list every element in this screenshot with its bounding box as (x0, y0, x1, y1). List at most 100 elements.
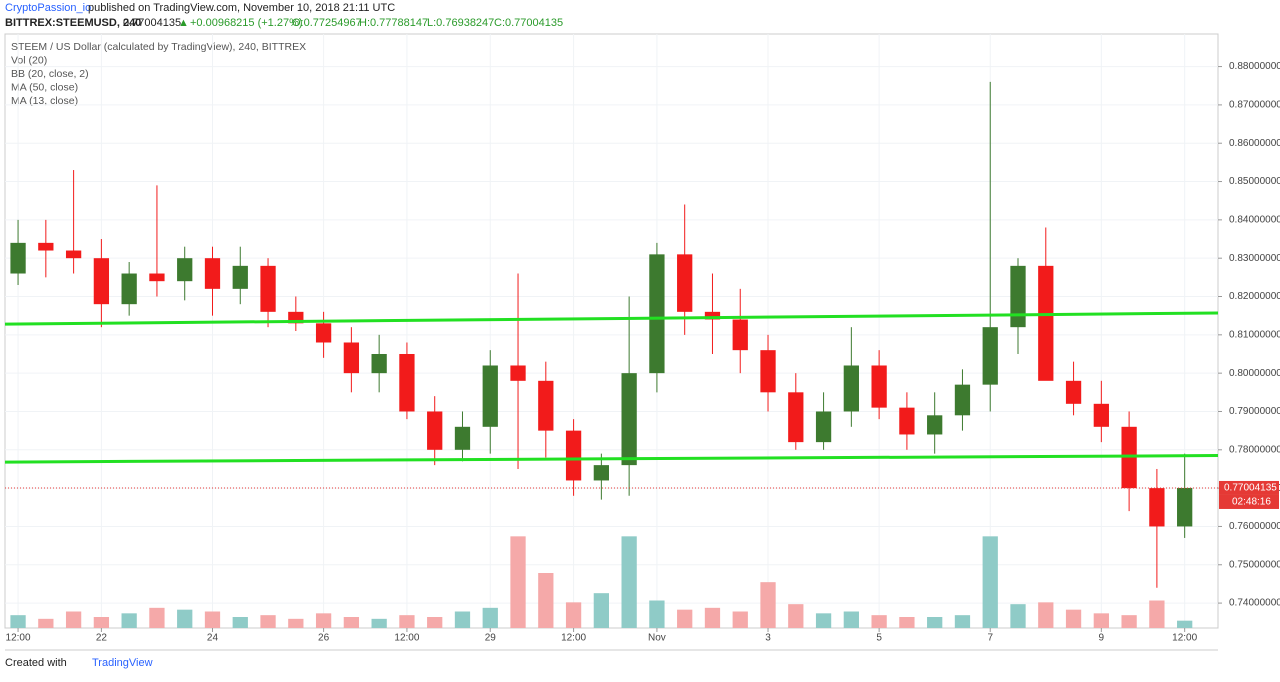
candle-body (482, 365, 498, 427)
volume-bar (315, 613, 332, 628)
x-tick-label: 5 (876, 633, 882, 644)
volume-bar (621, 536, 637, 628)
y-tick-label: 0.75000000 (1229, 559, 1280, 570)
candle-body (788, 392, 804, 443)
x-tick-label: 12:00 (1172, 633, 1197, 644)
volume-bar (565, 602, 582, 628)
volume-bar (260, 615, 276, 628)
volume-bar (843, 611, 859, 628)
volume-bar (232, 617, 248, 628)
candle-body (1149, 488, 1165, 527)
y-tick-label: 0.87000000 (1229, 100, 1280, 111)
x-tick-label: Nov (648, 633, 666, 644)
y-tick-label: 0.76000000 (1229, 521, 1280, 532)
close: C:0.77004135 (494, 17, 563, 29)
x-tick-label: 24 (207, 633, 219, 644)
y-tick-label: 0.78000000 (1229, 444, 1280, 455)
volume-bar (1093, 613, 1109, 628)
candle-body (38, 242, 54, 251)
candle-body (593, 465, 610, 481)
candle-body (649, 254, 665, 374)
volume-bar (427, 617, 443, 628)
volume-bar (927, 617, 943, 628)
candle-body (93, 258, 110, 305)
volume-bar (899, 617, 915, 628)
change: +0.00968215 (+1.27%) (190, 17, 303, 29)
volume-bar (1149, 600, 1165, 628)
volume-bar (149, 607, 165, 628)
candle-body (927, 415, 943, 435)
volume-bar (760, 582, 776, 628)
x-tick-label: 12:00 (561, 633, 586, 644)
trend-line (4, 454, 1219, 464)
symbol: BITTREX:STEEMUSD, 240 (5, 17, 141, 29)
candle-body (510, 365, 526, 381)
x-tick-label: 9 (1099, 633, 1105, 644)
y-tick-label: 0.86000000 (1229, 138, 1280, 149)
volume-bar (371, 618, 387, 628)
volume-bar (1177, 620, 1193, 628)
x-tick-label: 12:00 (6, 633, 31, 644)
volume-bar (93, 617, 110, 628)
y-tick-label: 0.79000000 (1229, 406, 1280, 417)
volume-bar (649, 600, 665, 628)
countdown-box (1219, 494, 1279, 509)
volume-bar (399, 615, 415, 628)
volume-bar (288, 618, 304, 628)
candle-body (982, 327, 998, 385)
footer-brand[interactable]: TradingView (92, 657, 153, 669)
volume-bar (954, 615, 971, 628)
candle-body (621, 373, 637, 466)
candle-body (204, 258, 221, 289)
y-tick-label: 0.84000000 (1229, 215, 1280, 226)
volume-bar (1121, 615, 1137, 628)
arrow: ▲ (178, 17, 189, 29)
y-tick-label: 0.81000000 (1229, 329, 1280, 340)
legend-entry: Vol (20) (11, 54, 47, 66)
legend-entry: MA (50, close) (11, 81, 78, 93)
volume-bar (593, 593, 610, 628)
candle-body (343, 342, 360, 374)
y-tick-label: 0.83000000 (1229, 253, 1280, 264)
candle-body (1093, 403, 1109, 427)
volume-bar (343, 617, 360, 628)
volume-bar (1065, 609, 1082, 628)
volume-bar (704, 607, 721, 628)
candle-body (427, 411, 443, 450)
countdown: 02:48:16 (1232, 497, 1271, 508)
candle-body (10, 242, 26, 274)
x-tick-label: 7 (987, 633, 993, 644)
x-tick-label: 3 (765, 633, 771, 644)
footer-created: Created with (5, 657, 67, 669)
volume-bar (788, 604, 804, 628)
volume-bar (677, 609, 693, 628)
legend-entry: MA (13, close) (11, 95, 78, 107)
candle-body (677, 254, 693, 312)
y-tick-label: 0.82000000 (1229, 291, 1280, 302)
x-tick-label: 26 (318, 633, 330, 644)
candle-body (1065, 380, 1082, 404)
x-tick-label: 12:00 (394, 633, 419, 644)
candle-body (149, 273, 165, 282)
candle-body (177, 258, 193, 282)
candle-body (315, 323, 332, 343)
author[interactable]: CryptoPassion_io (5, 2, 91, 14)
candle-body (538, 380, 554, 431)
y-tick-label: 0.80000000 (1229, 368, 1280, 379)
candle-body (399, 353, 415, 412)
candle-body (454, 426, 471, 450)
last-price-box (1219, 480, 1279, 495)
candle-body (954, 384, 971, 416)
candle-body (232, 265, 248, 289)
y-tick-label: 0.74000000 (1229, 598, 1280, 609)
published: published on TradingView.com, November 1… (88, 2, 395, 14)
volume-bar (510, 536, 526, 628)
volume-bar (38, 618, 54, 628)
candle-body (760, 350, 776, 393)
candle-body (815, 411, 832, 443)
candle-body (843, 365, 859, 412)
volume-bar (10, 615, 26, 628)
x-tick-label: 29 (485, 633, 497, 644)
